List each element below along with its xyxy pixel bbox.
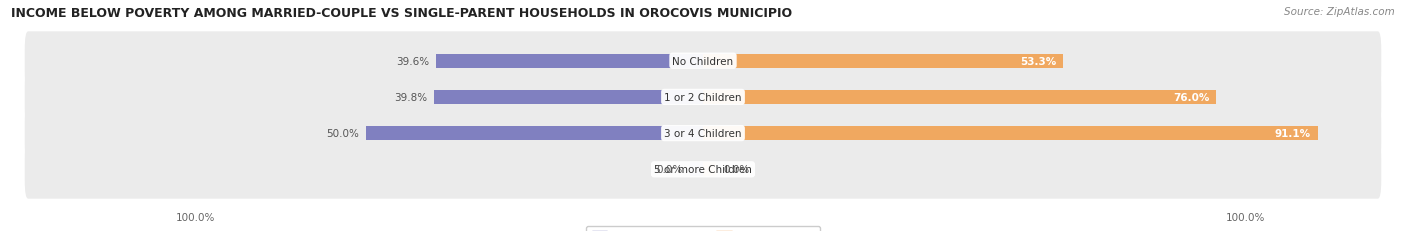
- Text: INCOME BELOW POVERTY AMONG MARRIED-COUPLE VS SINGLE-PARENT HOUSEHOLDS IN OROCOVI: INCOME BELOW POVERTY AMONG MARRIED-COUPL…: [11, 7, 793, 20]
- Bar: [703, 91, 1216, 104]
- Text: 1 or 2 Children: 1 or 2 Children: [664, 92, 742, 103]
- Text: 0.0%: 0.0%: [657, 165, 683, 175]
- FancyBboxPatch shape: [25, 32, 1381, 91]
- FancyBboxPatch shape: [25, 68, 1381, 127]
- Bar: [703, 163, 717, 176]
- Text: No Children: No Children: [672, 56, 734, 66]
- Text: Source: ZipAtlas.com: Source: ZipAtlas.com: [1284, 7, 1395, 17]
- Bar: [689, 163, 703, 176]
- Bar: [366, 127, 703, 140]
- Bar: [703, 55, 1063, 68]
- Text: 39.8%: 39.8%: [395, 92, 427, 103]
- FancyBboxPatch shape: [25, 140, 1381, 199]
- Text: 76.0%: 76.0%: [1173, 92, 1209, 103]
- Text: 5 or more Children: 5 or more Children: [654, 165, 752, 175]
- Text: 3 or 4 Children: 3 or 4 Children: [664, 128, 742, 139]
- FancyBboxPatch shape: [25, 104, 1381, 163]
- Text: 91.1%: 91.1%: [1275, 128, 1310, 139]
- Bar: [436, 55, 703, 68]
- Text: 100.0%: 100.0%: [176, 212, 215, 222]
- Legend: Married Couples, Single Parents: Married Couples, Single Parents: [586, 226, 820, 231]
- Bar: [434, 91, 703, 104]
- Text: 0.0%: 0.0%: [723, 165, 749, 175]
- Text: 53.3%: 53.3%: [1019, 56, 1056, 66]
- Text: 100.0%: 100.0%: [1226, 212, 1265, 222]
- Text: 50.0%: 50.0%: [326, 128, 359, 139]
- Bar: [703, 127, 1317, 140]
- Text: 39.6%: 39.6%: [396, 56, 429, 66]
